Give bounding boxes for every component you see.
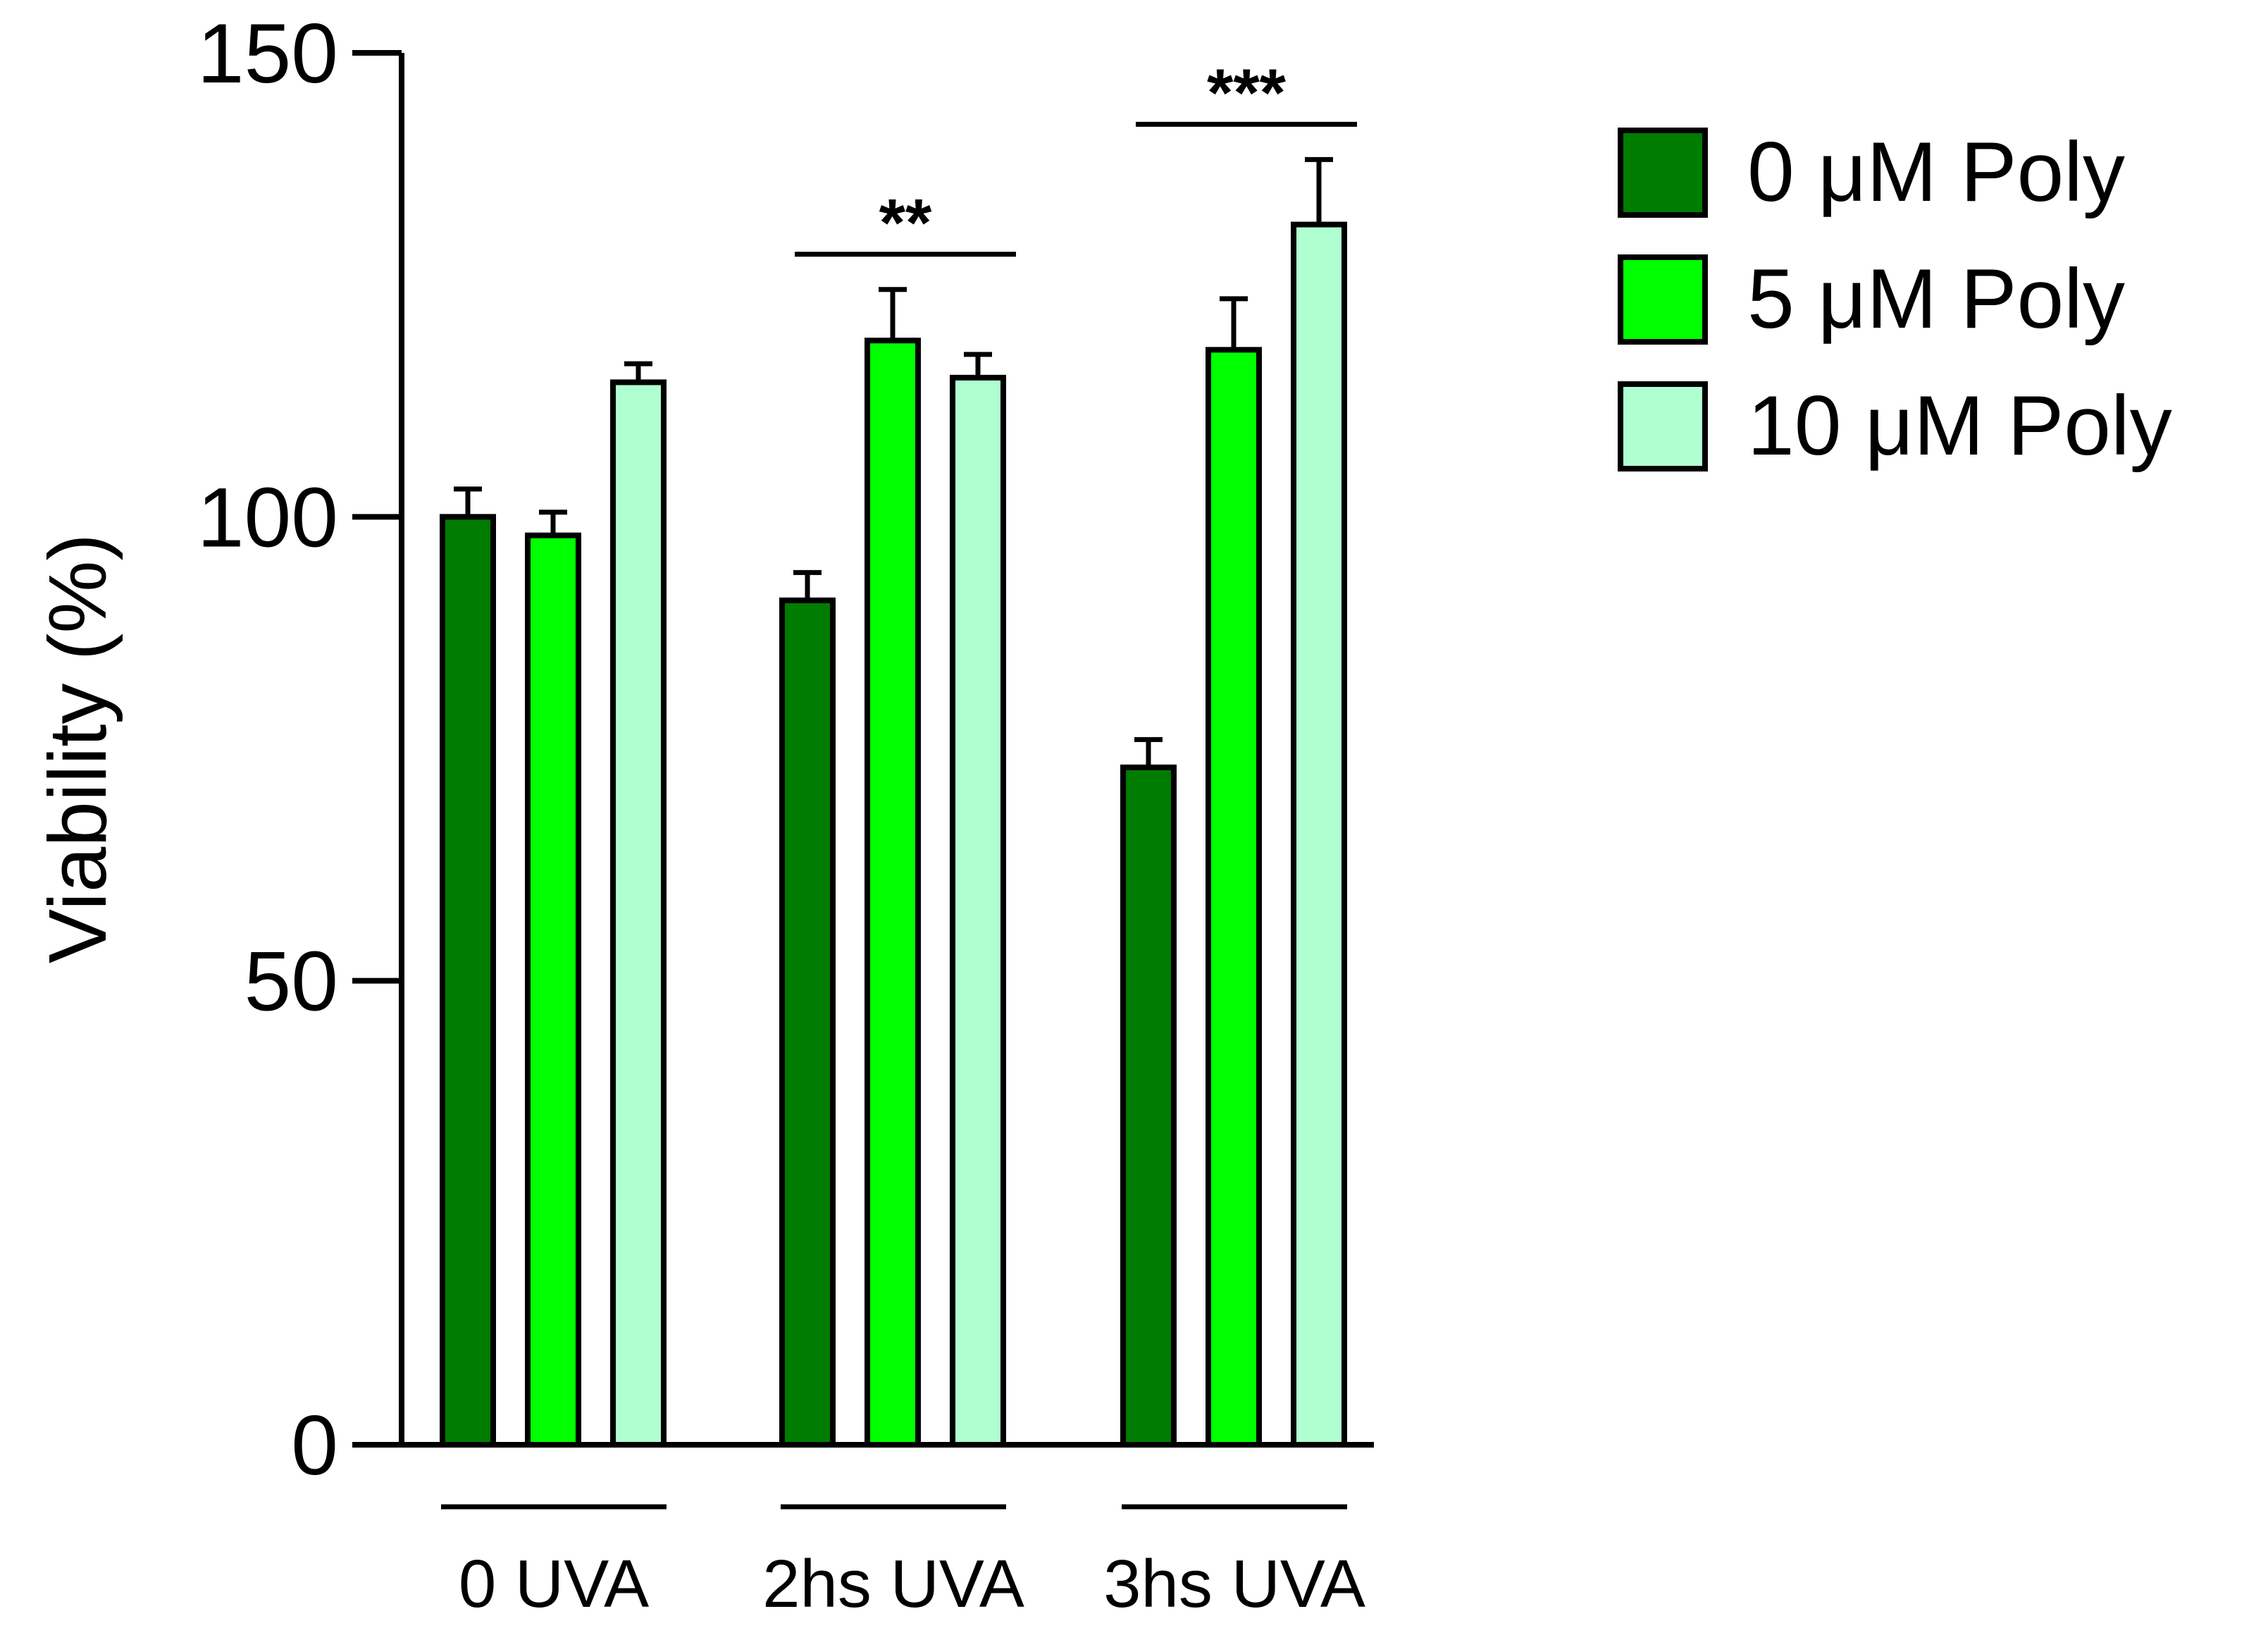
legend-label-2: 10 μM Poly [1747, 378, 2172, 473]
y-ticks: 0 50 100 150 [197, 6, 402, 1493]
y-tick-label-100: 100 [197, 470, 338, 565]
bar-0-uva-series-1 [525, 532, 581, 1448]
significance-annotations: ***** [795, 55, 1357, 261]
bar-2hs-uva-series-2 [950, 374, 1006, 1448]
y-axis-title: Viability (%) [32, 534, 123, 963]
bar-0-uva-series-0 [440, 514, 496, 1448]
legend-swatch-2 [1618, 381, 1708, 471]
significance-label: *** [1207, 55, 1287, 130]
y-tick-label-150: 150 [197, 6, 338, 101]
bar-2hs-uva-series-1 [865, 338, 921, 1448]
legend-label-1: 5 μM Poly [1747, 252, 2125, 346]
significance-label: ** [879, 185, 932, 261]
y-tick-label-0: 0 [291, 1398, 338, 1493]
legend-label-0: 0 μM Poly [1747, 125, 2125, 219]
group-lines: 0 UVA 2hs UVA 3hs UVA [441, 1504, 1365, 1622]
x-category-label: 2hs UVA [762, 1546, 1024, 1622]
legend: 0 μM Poly 5 μM Poly 10 μM Poly [1618, 125, 2172, 473]
bar-0-uva-series-2 [610, 379, 667, 1448]
x-category-label: 3hs UVA [1103, 1546, 1365, 1622]
x-category-label: 0 UVA [459, 1546, 649, 1622]
bar-2hs-uva-series-0 [779, 597, 836, 1448]
bars [440, 156, 1347, 1448]
legend-swatch-0 [1618, 128, 1708, 218]
y-tick-label-50: 50 [244, 935, 338, 1029]
legend-swatch-1 [1618, 254, 1708, 345]
bar-3hs-uva-series-1 [1206, 347, 1262, 1448]
bar-3hs-uva-series-0 [1120, 764, 1177, 1448]
bar-3hs-uva-series-2 [1291, 221, 1347, 1448]
